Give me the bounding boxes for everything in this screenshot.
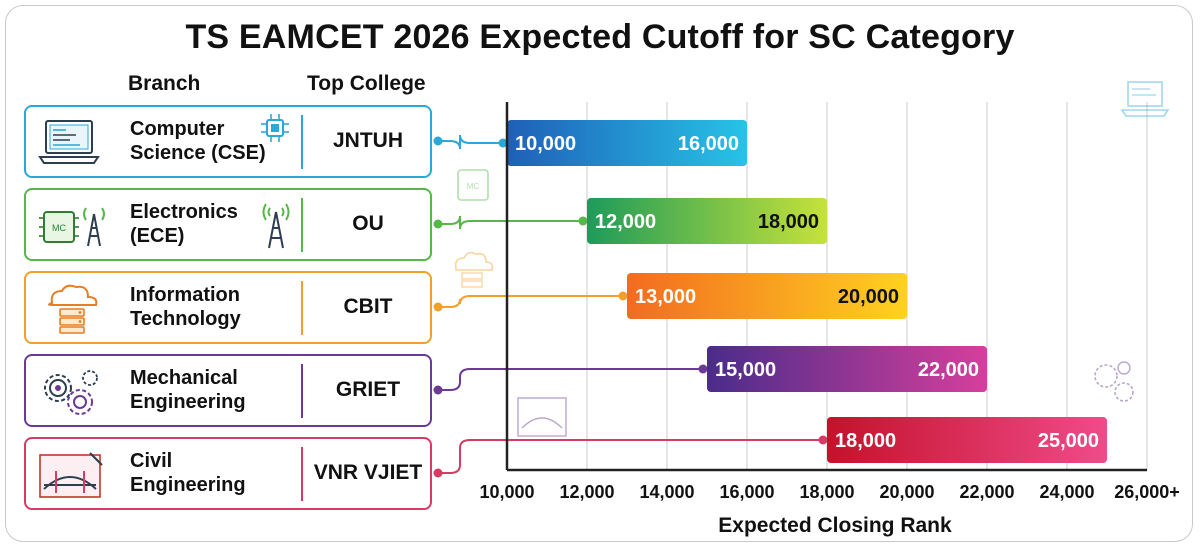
- x-axis-label: Expected Closing Rank: [718, 514, 952, 537]
- connector-line: [436, 439, 823, 474]
- x-tick-label: 18,000: [799, 482, 854, 502]
- bar-end-label: 18,000: [758, 211, 819, 233]
- faded-laptop-icon: [1120, 81, 1170, 117]
- x-tick-label: 26,000+: [1114, 482, 1180, 502]
- range-bar: [627, 273, 907, 319]
- x-tick-label: 20,000: [879, 482, 934, 502]
- connector-line: [436, 368, 703, 391]
- top-college: OU: [352, 212, 384, 235]
- svg-text:MC: MC: [52, 223, 66, 233]
- branch-name: Electronics (ECE): [130, 201, 238, 247]
- connector-dot: [433, 219, 443, 229]
- bar-end-label: 16,000: [678, 133, 739, 155]
- bar-start-label: 10,000: [515, 133, 576, 155]
- bar-end-label: 25,000: [1038, 430, 1099, 452]
- connector-dot: [618, 291, 628, 301]
- top-college: VNR VJIET: [313, 461, 423, 484]
- bridge-blueprint-icon: [39, 452, 103, 498]
- connector-dot: [433, 385, 443, 395]
- range-bar: [707, 346, 987, 392]
- branch-name: Computer Science (CSE): [130, 118, 266, 164]
- top-college: CBIT: [343, 295, 393, 318]
- bar-end-label: 20,000: [838, 286, 899, 308]
- bar-start-label: 18,000: [835, 430, 896, 452]
- laptop-code-icon: [38, 120, 100, 164]
- branch-card-mech: Mechanical Engineering GRIET: [24, 354, 432, 427]
- branch-card-cse: Computer Science (CSE) JNTUH: [24, 105, 432, 178]
- faded-blueprint-icon: [517, 397, 567, 437]
- connector-line: [436, 134, 503, 150]
- chip-icon: [261, 114, 289, 142]
- x-tick-label: 22,000: [959, 482, 1014, 502]
- faded-chip-icon: MC: [457, 169, 489, 201]
- x-tick-label: 12,000: [559, 482, 614, 502]
- range-bar: [587, 198, 827, 244]
- faded-gears-icon: [1094, 361, 1134, 402]
- connector-dot: [698, 364, 708, 374]
- branch-card-civil: Civil Engineering VNR VJIET: [24, 437, 432, 510]
- range-bar: [827, 417, 1107, 463]
- microchip-antenna-icon: MC: [39, 207, 105, 247]
- branch-card-it: Information Technology CBIT: [24, 271, 432, 344]
- branch-card-ece: MC Electronics (ECE) OU: [24, 188, 432, 261]
- connector-dot: [818, 435, 828, 445]
- college-column-header: Top College: [307, 72, 426, 95]
- bar-start-label: 13,000: [635, 286, 696, 308]
- top-college: GRIET: [335, 378, 401, 401]
- bar-start-label: 12,000: [595, 211, 656, 233]
- connector-dot: [433, 302, 443, 312]
- chart-title: TS EAMCET 2026 Expected Cutoff for SC Ca…: [185, 18, 1015, 56]
- x-tick-label: 16,000: [719, 482, 774, 502]
- antenna-icon: [262, 203, 290, 249]
- gears-icon: [44, 370, 98, 415]
- connector-line: [436, 215, 583, 230]
- faded-cloud-icon: [454, 251, 494, 288]
- x-tick-label: 10,000: [479, 482, 534, 502]
- connector-dot: [498, 138, 508, 148]
- x-tick-label: 14,000: [639, 482, 694, 502]
- bar-start-label: 15,000: [715, 359, 776, 381]
- branch-name: Mechanical Engineering: [130, 367, 246, 413]
- x-tick-label: 24,000: [1039, 482, 1094, 502]
- connector-line: [436, 295, 623, 308]
- range-bar: [507, 120, 747, 166]
- chart-frame: [5, 5, 1193, 542]
- connector-dot: [433, 136, 443, 146]
- cloud-server-icon: [48, 284, 98, 334]
- branch-name: Information Technology: [130, 284, 241, 330]
- branch-name: Civil Engineering: [130, 450, 246, 496]
- connector-dot: [578, 216, 588, 226]
- branch-column-header: Branch: [128, 72, 201, 95]
- top-college: JNTUH: [332, 129, 403, 152]
- bar-end-label: 22,000: [918, 359, 979, 381]
- connector-dot: [433, 468, 443, 478]
- svg-text:MC: MC: [467, 182, 480, 191]
